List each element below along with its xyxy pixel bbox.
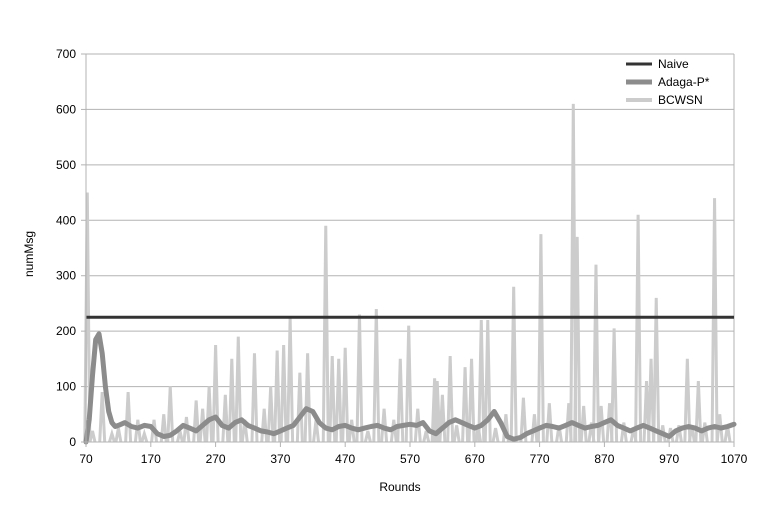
bcwsn-spike — [205, 386, 214, 443]
bcwsn-spike — [334, 358, 343, 443]
gridlines — [86, 53, 735, 443]
x-tick-label: 870 — [594, 452, 614, 466]
y-axis-label: numMsg — [22, 231, 36, 277]
y-tick-label: 100 — [56, 380, 76, 394]
bcwsn-spike — [452, 425, 461, 443]
bcwsn-spike — [573, 236, 582, 443]
bcwsn-spike — [491, 427, 500, 443]
bcwsn-spike — [328, 356, 337, 443]
bcwsn-spike — [483, 320, 492, 443]
bcwsn-spike — [715, 414, 724, 443]
legend-label: BCWSN — [658, 93, 703, 107]
series-adaga-p-line — [83, 331, 737, 445]
bcwsn-spike — [107, 428, 116, 443]
bcwsn-spike — [597, 405, 606, 443]
bcwsn-spike — [555, 425, 564, 443]
bcwsn-spike — [192, 400, 201, 443]
bcwsn-spike — [422, 430, 431, 443]
y-tick-label: 300 — [56, 269, 76, 283]
series-layer — [83, 103, 737, 445]
bcwsn-spike — [98, 392, 107, 443]
bcwsn-spike — [114, 427, 123, 443]
legend-label: Adaga-P* — [658, 75, 710, 89]
y-tick-label: 400 — [56, 213, 76, 227]
legend-label: Naive — [658, 57, 689, 71]
bcwsn-spike — [509, 286, 518, 443]
bcwsn-spike — [321, 225, 330, 443]
bcwsn-spike — [634, 214, 643, 443]
x-tick-label: 370 — [270, 452, 290, 466]
x-tick-label: 670 — [465, 452, 485, 466]
bcwsn-spike — [545, 403, 554, 443]
bcwsn-spike — [347, 419, 356, 443]
bcwsn-spike — [438, 394, 447, 443]
y-tick-label: 200 — [56, 324, 76, 338]
bcwsn-spike — [279, 344, 288, 443]
bcwsn-spike — [461, 367, 470, 443]
bcwsn-spike — [477, 320, 486, 443]
bcwsn-spike — [519, 397, 528, 443]
bcwsn-spike — [652, 297, 661, 443]
bcwsn-spike — [674, 425, 683, 443]
bcwsn-spike — [140, 428, 149, 443]
bcwsn-spike — [404, 325, 413, 443]
y-tick-label: 500 — [56, 158, 76, 172]
bcwsn-spike — [227, 358, 236, 443]
bcwsn-spike — [295, 372, 304, 443]
bcwsn-spike — [413, 408, 422, 443]
bcwsn-spike — [124, 392, 133, 443]
y-tick-label: 0 — [69, 435, 76, 449]
bcwsn-spike — [372, 308, 381, 443]
bcwsn-spike — [260, 408, 269, 443]
y-tick-label: 700 — [56, 47, 76, 61]
bcwsn-spike — [303, 353, 312, 443]
bcwsn-spike — [341, 347, 350, 443]
x-tick-label: 270 — [206, 452, 226, 466]
bcwsn-spike — [433, 380, 442, 443]
x-tick-label: 70 — [79, 452, 93, 466]
bcwsn-spike — [363, 430, 372, 443]
bcwsn-spike — [182, 416, 191, 443]
bcwsn-spike — [273, 350, 282, 443]
x-tick-label: 1070 — [721, 452, 748, 466]
bcwsn-spike — [221, 394, 230, 443]
bcwsn-spike — [166, 386, 175, 443]
bcwsn-spike — [683, 358, 692, 443]
bcwsn-spike — [396, 358, 405, 443]
series-bcwsn — [83, 103, 732, 443]
bcwsn-spike — [700, 422, 709, 443]
bcwsn-spike — [710, 198, 719, 443]
bcwsn-spike — [234, 336, 243, 443]
axes — [81, 53, 735, 447]
bcwsn-spike — [619, 422, 628, 443]
x-tick-label: 470 — [335, 452, 355, 466]
bcwsn-spike — [579, 405, 588, 443]
bcwsn-spike — [88, 430, 97, 443]
bcwsn-spike — [536, 234, 545, 443]
bcwsn-spike — [610, 328, 619, 443]
x-axis-label: Rounds — [379, 480, 420, 494]
bcwsn-spike — [467, 358, 476, 443]
bcwsn-spike — [211, 344, 220, 443]
x-tick-label: 570 — [400, 452, 420, 466]
bcwsn-spike — [694, 380, 703, 443]
y-tick-label: 600 — [56, 102, 76, 116]
tick-labels: 0 100 200 300 400 500 600 700 70 170 270 370 470 570 6… — [56, 47, 748, 466]
bcwsn-spike — [591, 264, 600, 443]
x-tick-label: 170 — [141, 452, 161, 466]
bcwsn-spike — [389, 419, 398, 443]
x-tick-label: 770 — [530, 452, 550, 466]
bcwsn-spike — [355, 314, 364, 443]
bcwsn-spike — [446, 356, 455, 443]
bcwsn-spike — [250, 353, 259, 443]
bcwsn-spike — [159, 414, 168, 443]
bcwsn-spike — [266, 386, 275, 443]
bcwsn-spike — [198, 408, 207, 443]
bcwsn-spike — [133, 419, 142, 443]
x-tick-label: 970 — [659, 452, 679, 466]
legend: Naive Adaga-P* BCWSN — [626, 57, 710, 107]
